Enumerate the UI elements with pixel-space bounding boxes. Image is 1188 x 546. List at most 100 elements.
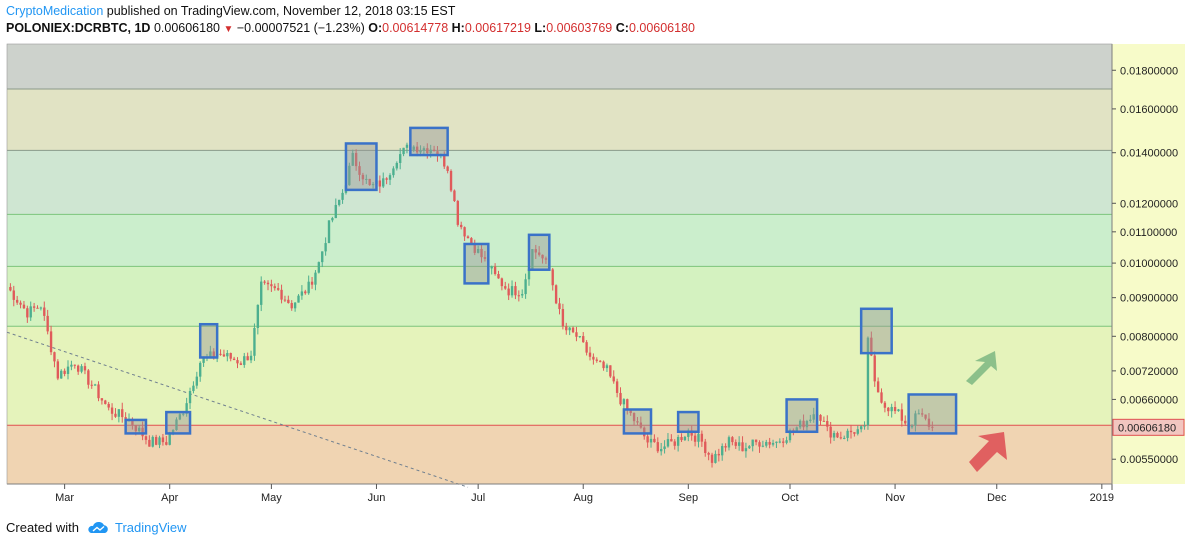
- candle-body: [15, 299, 19, 303]
- candle-body: [368, 178, 371, 186]
- candle-body: [717, 453, 720, 456]
- candle-body: [456, 201, 459, 225]
- open-label: O:: [368, 21, 383, 35]
- fib-zone: [7, 425, 1112, 484]
- candle-body: [534, 249, 537, 253]
- candle-body: [365, 178, 368, 180]
- candle-body: [744, 448, 748, 452]
- candle-body: [622, 399, 626, 405]
- candle-body: [798, 420, 802, 428]
- published-text: published on TradingView.com, November 1…: [103, 4, 456, 18]
- candle-body: [859, 426, 863, 430]
- candle-body: [619, 392, 622, 405]
- candle-body: [853, 432, 856, 434]
- candle-body: [337, 199, 341, 205]
- candle-body: [317, 262, 321, 273]
- candle-body: [280, 289, 283, 300]
- author-link[interactable]: CryptoMedication: [6, 4, 104, 18]
- symbol-label: POLONIEX:DCRBTC, 1D: [6, 21, 151, 35]
- candle-body: [493, 266, 497, 275]
- candle-body: [39, 307, 43, 309]
- candle-body: [778, 441, 782, 443]
- candle-body: [626, 399, 629, 410]
- candle-body: [93, 384, 97, 386]
- axes: 0.01800000 0.01600000 0.01400000 0.01200000…: [6, 43, 1185, 504]
- y-tick-label: 0.00660000: [1120, 394, 1178, 406]
- candle-body: [283, 299, 287, 301]
- candle-body: [571, 327, 575, 333]
- x-tick-label: Aug: [573, 492, 593, 504]
- tradingview-link[interactable]: TradingView: [87, 520, 187, 535]
- candle-body: [588, 352, 592, 357]
- candle-body: [771, 442, 775, 445]
- candle-body: [114, 413, 117, 417]
- up-arrow-icon: [966, 351, 997, 385]
- fib-zone: [7, 266, 1112, 327]
- x-tick-label: Oct: [781, 492, 798, 504]
- highlight-box: [622, 408, 653, 435]
- candle-body: [83, 366, 87, 371]
- candle-body: [165, 442, 168, 445]
- candle-body: [673, 441, 676, 446]
- candle-body: [87, 370, 90, 385]
- candle-body: [90, 384, 93, 386]
- candle-body: [927, 418, 931, 427]
- candle-body: [615, 381, 619, 393]
- y-tick-label: 0.00800000: [1120, 331, 1178, 343]
- candle-body: [415, 146, 419, 153]
- candle-body: [56, 361, 60, 379]
- candle-body: [643, 427, 646, 437]
- candle-body: [202, 358, 205, 363]
- candle-body: [893, 406, 897, 412]
- candle-body: [97, 384, 100, 399]
- candle-body: [354, 152, 358, 167]
- candle-body: [666, 439, 670, 447]
- highlight-box: [409, 126, 449, 157]
- candle-body: [63, 370, 66, 374]
- candle-body: [761, 445, 765, 447]
- candle-body: [46, 315, 49, 332]
- candle-body: [805, 421, 809, 428]
- highlight-box: [859, 307, 893, 355]
- candle-body: [636, 421, 639, 423]
- candle-body: [826, 421, 829, 427]
- highlight-box: [463, 242, 490, 285]
- candle-body: [341, 192, 344, 200]
- candle-body: [809, 419, 812, 422]
- candle-body: [266, 282, 270, 285]
- candle-body: [307, 281, 310, 294]
- x-tick-label: May: [261, 492, 282, 504]
- open-value: 0.00614778: [382, 21, 449, 35]
- candle-body: [151, 436, 154, 447]
- candle-body: [887, 407, 890, 412]
- close-label: C:: [615, 21, 629, 35]
- candle-body: [473, 243, 476, 253]
- candle-body: [839, 437, 843, 439]
- candle-body: [405, 144, 409, 148]
- candle-body: [131, 419, 134, 426]
- y-tick-label: 0.00550000: [1120, 454, 1178, 466]
- candle-body: [687, 430, 690, 437]
- candle-body: [256, 304, 260, 329]
- candle-body: [551, 269, 554, 286]
- candle-body: [110, 407, 114, 414]
- down-arrow-icon: [969, 432, 1007, 472]
- candle-body: [249, 355, 253, 361]
- fib-zone: [7, 44, 1112, 90]
- candle-body: [236, 360, 239, 364]
- low-label: L:: [534, 21, 547, 35]
- candle-body: [497, 274, 500, 279]
- candle-body: [449, 170, 453, 191]
- close-value: 0.00606180: [628, 21, 695, 35]
- candle-body: [510, 286, 514, 296]
- candle-body: [361, 174, 365, 180]
- candle-body: [900, 409, 904, 421]
- candle-body: [656, 442, 659, 452]
- candle-body: [910, 425, 914, 428]
- candle-body: [422, 148, 426, 151]
- candle-body: [378, 180, 382, 187]
- candle-body: [300, 291, 304, 296]
- candle-body: [70, 364, 73, 367]
- y-tick-label: 0.00720000: [1120, 366, 1178, 378]
